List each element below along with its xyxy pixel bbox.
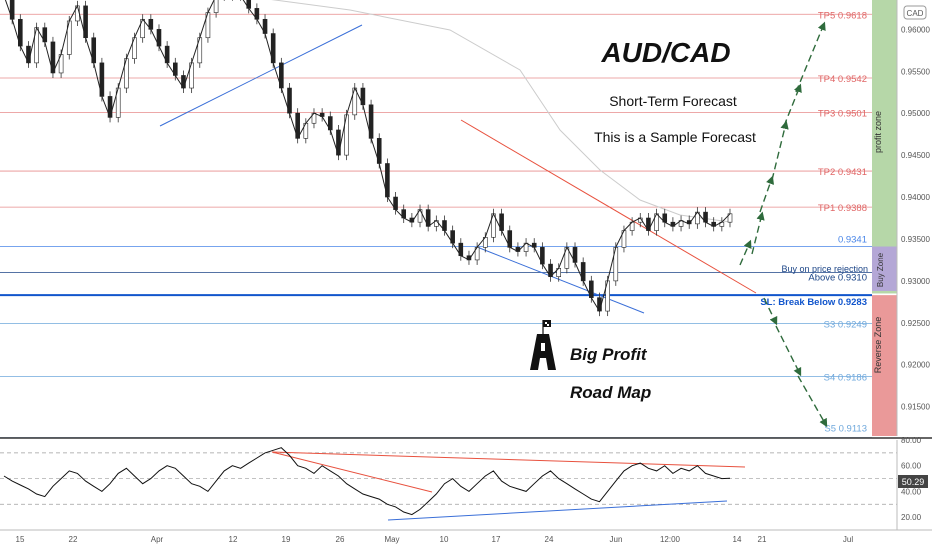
- price-tick-label: 0.94500: [901, 151, 930, 160]
- time-tick-label: 10: [440, 535, 449, 544]
- time-tick-label: 21: [758, 535, 767, 544]
- osc-tick-label: 20.00: [901, 513, 922, 522]
- profit-zone-label: profit zone: [873, 111, 883, 153]
- profit-zone: [872, 0, 897, 294]
- level-label-2: TP3 0.9501: [818, 108, 867, 119]
- price-tick-label: 0.92000: [901, 361, 930, 370]
- level-label-0: TP5 0.9618: [818, 10, 867, 21]
- time-tick-label: 26: [336, 535, 345, 544]
- level-label-6: Above 0.9310: [808, 273, 867, 284]
- buy-zone: [872, 246, 897, 291]
- time-tick-label: 14: [733, 535, 742, 544]
- price-axis: 0.96000 0.95500 0.95000 0.94500 0.94000 0.935…: [901, 25, 930, 411]
- time-tick-label: 19: [282, 535, 291, 544]
- buy-zone-label: Buy Zone: [876, 252, 885, 287]
- level-label-7: SL: Break Below 0.9283: [760, 297, 867, 308]
- osc-current-badge: [898, 475, 928, 488]
- price-tick-label: 0.93000: [901, 277, 930, 286]
- logo-text-line2: Road Map: [570, 383, 651, 402]
- time-tick-label: 24: [545, 535, 554, 544]
- oscillator-line: [3, 447, 731, 516]
- time-tick-label: 15: [16, 535, 25, 544]
- price-tick-label: 0.95000: [901, 109, 930, 118]
- time-axis: 15 22 Apr 12 19 26 May 10 17 24 Jun 12:00 14 21 Jul: [16, 535, 854, 544]
- road-icon: [530, 320, 556, 370]
- chart-title: AUD/CAD: [600, 37, 730, 68]
- price-tick-label: 0.92500: [901, 319, 930, 328]
- bearish-forecast-path: [763, 297, 828, 428]
- osc-tick-label: 60.00: [901, 462, 922, 471]
- currency-badge: [903, 5, 927, 20]
- time-tick-label: May: [384, 535, 399, 544]
- time-tick-label: Jun: [610, 535, 623, 544]
- support-trendline-mid: [476, 246, 645, 314]
- osc-support: [387, 500, 728, 521]
- osc-tick-label: 80.00: [901, 436, 922, 445]
- time-tick-label: 12: [229, 535, 238, 544]
- price-tick-label: 0.95500: [901, 67, 930, 76]
- level-label-4: TP1 0.9388: [818, 203, 867, 214]
- chart-subtitle: Short-Term Forecast: [609, 93, 737, 109]
- osc-resistance-left: [271, 451, 433, 493]
- oscillator-pane: [0, 452, 897, 505]
- resistance-trendline: [460, 119, 757, 294]
- bullish-forecast-path: [739, 21, 826, 266]
- level-label-10: S5 0.9113: [824, 424, 867, 435]
- reverse-zone-label: Reverse Zone: [873, 317, 883, 374]
- currency-label: CAD: [907, 9, 924, 18]
- time-tick-label: 17: [492, 535, 501, 544]
- price-tick-label: 0.96000: [901, 25, 930, 34]
- osc-current-value: 50.29: [902, 477, 925, 487]
- time-tick-label: Apr: [151, 535, 164, 544]
- price-tick-label: 0.91500: [901, 403, 930, 412]
- chart-note: This is a Sample Forecast: [594, 129, 756, 145]
- oscillator-axis: 80.00 60.00 40.00 20.00: [896, 436, 922, 530]
- candle-body: [213, 0, 219, 13]
- level-label-8: S3 0.9249: [824, 320, 867, 331]
- price-series-line: [4, 0, 731, 313]
- price-tick-label: 0.94000: [901, 193, 930, 202]
- osc-resistance-right: [271, 451, 746, 468]
- level-label-5: 0.9341: [838, 235, 867, 246]
- level-label-1: TP4 0.9542: [818, 74, 867, 85]
- osc-tick-label: 40.00: [901, 487, 922, 496]
- price-tick-label: 0.93500: [901, 235, 930, 244]
- buy-note: Buy on price rejection: [781, 264, 868, 274]
- level-label-3: TP2 0.9431: [818, 167, 867, 178]
- moving-average-line: [271, 0, 731, 223]
- time-tick-label: Jul: [843, 535, 853, 544]
- time-tick-label: 22: [69, 535, 78, 544]
- reverse-zone: [872, 295, 897, 436]
- support-trendline-left: [159, 24, 363, 127]
- logo-text-line1: Big Profit: [570, 345, 648, 364]
- level-label-9: S4 0.9186: [824, 372, 867, 383]
- time-tick-label: 12:00: [660, 535, 681, 544]
